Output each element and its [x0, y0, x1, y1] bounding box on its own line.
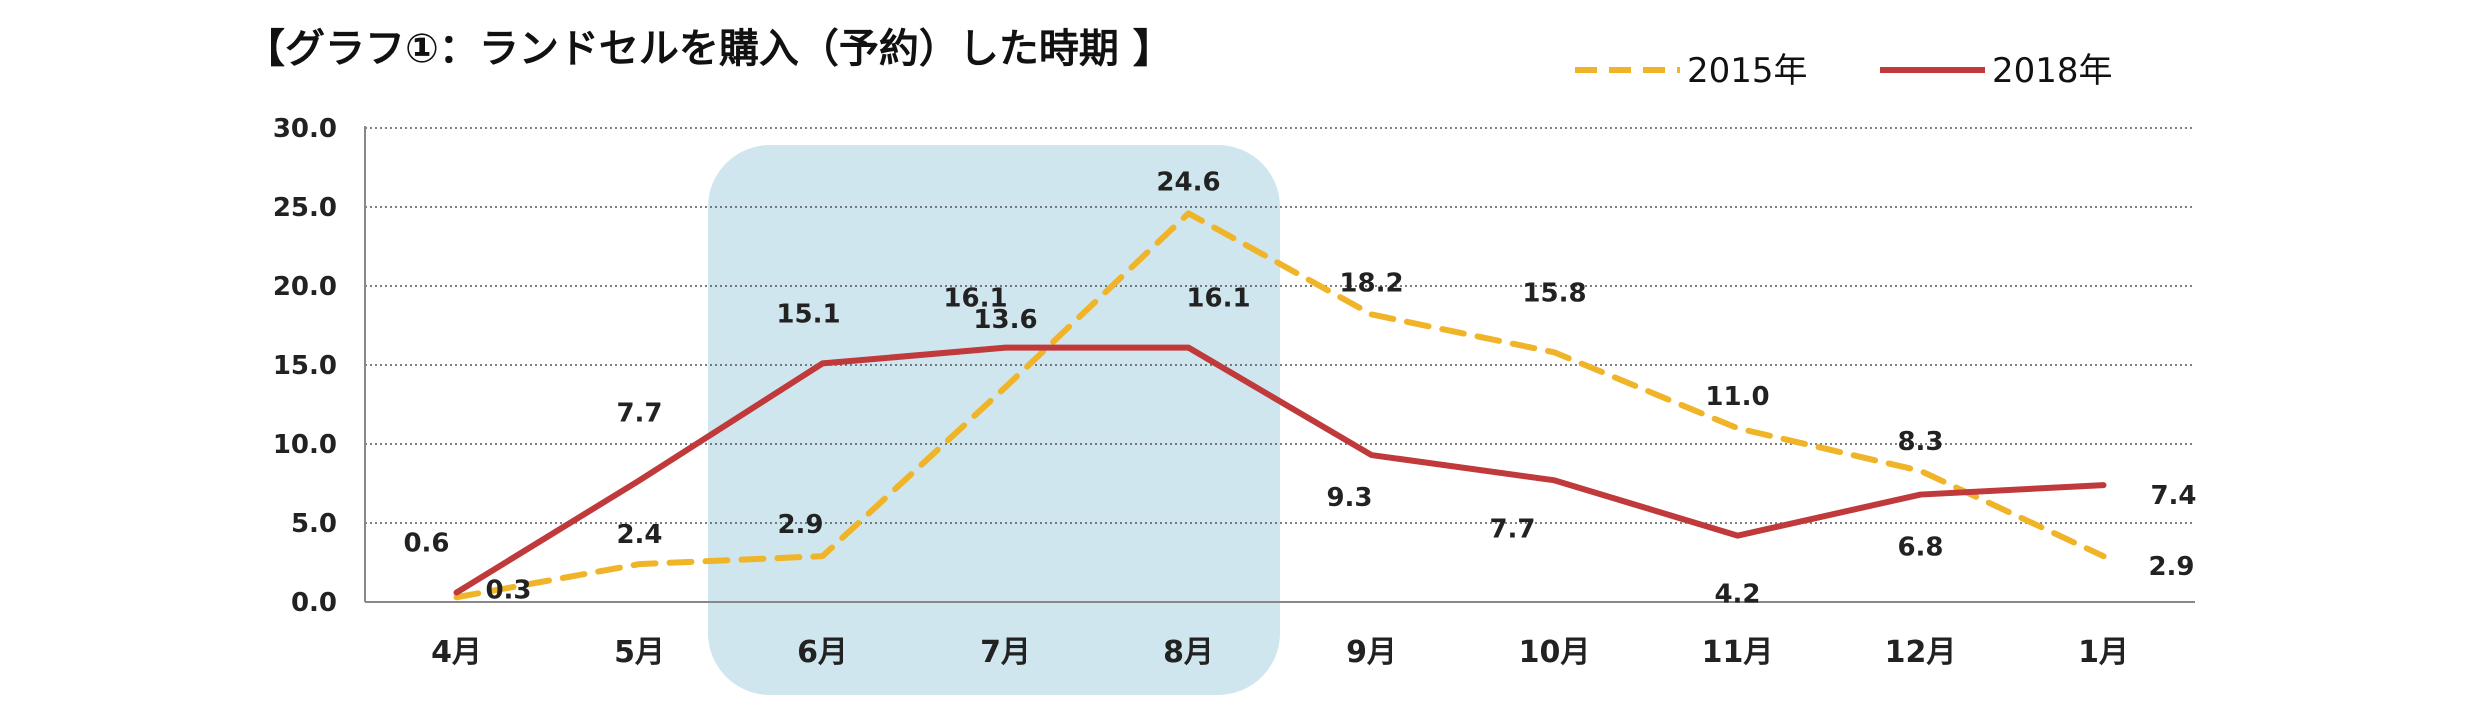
data-label: 6.8	[1897, 533, 1943, 563]
x-tick-label: 11月	[1702, 635, 1774, 670]
x-tick-label: 5月	[614, 635, 665, 670]
chart-title: 【グラフ①：ランドセルを購入（予約）した時期 】	[245, 26, 1173, 72]
data-label: 15.8	[1522, 278, 1586, 308]
axes	[364, 126, 2195, 603]
data-label: 7.7	[1489, 514, 1535, 544]
data-label: 2.9	[777, 510, 823, 540]
y-tick-label: 10.0	[273, 430, 337, 460]
data-label: 4.2	[1714, 580, 1760, 610]
gridlines	[365, 127, 2195, 524]
y-tick-label: 25.0	[273, 193, 337, 223]
data-label: 0.3	[485, 575, 531, 605]
x-tick-label: 8月	[1163, 635, 1214, 670]
series-line-0	[453, 210, 2107, 601]
x-tick-label: 10月	[1519, 635, 1591, 670]
data-label: 15.1	[776, 299, 840, 329]
data-label: 24.6	[1156, 167, 1220, 197]
data-label: 13.6	[973, 305, 1037, 335]
series-lines	[453, 210, 2107, 601]
data-label: 2.9	[2148, 552, 2194, 582]
data-label: 0.6	[403, 529, 449, 559]
x-tick-label: 7月	[980, 635, 1031, 670]
y-tick-label: 30.0	[273, 114, 337, 144]
data-label: 9.3	[1326, 483, 1372, 513]
data-label: 16.1	[943, 284, 1007, 314]
x-tick-labels: 4月 5月 6月 7月 8月 9月 10月 11月 12月 1月	[431, 635, 2129, 670]
data-label: 11.0	[1705, 382, 1769, 412]
data-label: 2.4	[616, 520, 662, 550]
data-label: 8.3	[1897, 427, 1943, 457]
y-tick-label: 5.0	[291, 509, 337, 539]
x-tick-label: 1月	[2078, 635, 2129, 670]
x-tick-label: 4月	[431, 635, 482, 670]
y-tick-label: 0.0	[291, 588, 337, 618]
highlight-band	[708, 145, 1280, 695]
data-label: 16.1	[1186, 284, 1250, 314]
legend-label-1: 2018年	[1992, 51, 2113, 91]
data-label: 18.2	[1339, 268, 1403, 298]
series-line-1	[453, 344, 2107, 596]
x-tick-label: 12月	[1885, 635, 1957, 670]
legend: 2015年 2018年	[1575, 51, 2113, 91]
x-tick-label: 9月	[1346, 635, 1397, 670]
y-tick-labels: 0.0 5.0 10.0 15.0 20.0 25.0 30.0	[273, 114, 337, 618]
x-tick-label: 6月	[797, 635, 848, 670]
y-tick-label: 20.0	[273, 272, 337, 302]
legend-label-0: 2015年	[1687, 51, 1808, 91]
y-tick-label: 15.0	[273, 351, 337, 381]
data-label: 7.4	[2150, 481, 2196, 511]
data-labels: 0.3 2.4 2.9 13.6 24.6 18.2 15.8 11.0 8.3 2.9 0.6 7.…	[403, 167, 2196, 609]
data-label: 7.7	[616, 398, 662, 428]
